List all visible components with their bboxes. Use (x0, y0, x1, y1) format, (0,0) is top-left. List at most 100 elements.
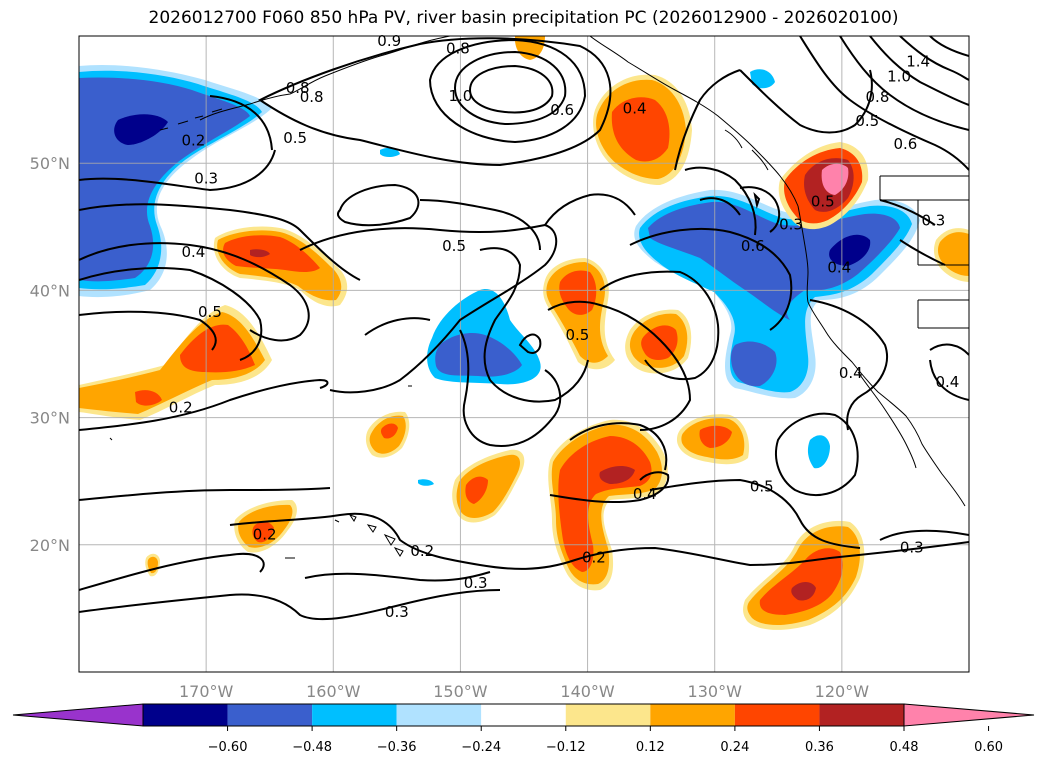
colorbar-segment (143, 704, 228, 726)
colorbar-tick-label: 0.48 (890, 740, 919, 755)
colorbar-tick-label: −0.48 (292, 740, 332, 755)
pv-contour-24 (929, 343, 969, 401)
pv-contour-11 (299, 223, 558, 394)
colorbar-tick-label: 0.60 (974, 740, 1003, 755)
pv-contour-9 (79, 310, 217, 351)
pv-contour-12 (364, 199, 541, 336)
contour-label: 0.5 (442, 237, 466, 255)
shade-pos-c1-036 (559, 270, 597, 315)
pv-contour-4 (258, 37, 612, 167)
colorbar-outline (142, 703, 905, 727)
map-title: 2026012700 F060 850 hPa PV, river basin … (148, 8, 899, 28)
contour-label: 0.8 (866, 88, 890, 106)
pv-contour-31 (549, 471, 670, 504)
lon-tick-label: 170°W (179, 682, 234, 701)
pv-contour-26 (79, 487, 331, 501)
contour-label: 0.3 (900, 538, 924, 556)
pv-contour-6 (79, 203, 361, 281)
coast-hawaii (348, 514, 404, 557)
coast-west-us (797, 205, 966, 507)
contour-label: 0.2 (181, 131, 205, 149)
shade-pos-s1-036 (252, 521, 274, 543)
colorbar-tick-label: −0.36 (377, 740, 417, 755)
axis-tick-labels: 170°W 160°W 150°W 140°W 130°W 120°W 50°N 40°N 30… (30, 154, 870, 701)
lon-tick-label: 130°W (688, 682, 743, 701)
contour-label: 0.5 (198, 303, 222, 321)
lon-tick-label: 160°W (306, 682, 361, 701)
contour-label: 0.5 (565, 326, 589, 344)
pv-contour-37 (839, 36, 969, 131)
contour-label: 0.5 (855, 112, 879, 130)
pv-contour-21 (753, 191, 761, 209)
shade-pos-w-036 (223, 235, 320, 272)
lon-tick-label: 140°W (560, 682, 615, 701)
pv-contour-20 (739, 186, 781, 233)
contour-label: 0.6 (741, 237, 765, 255)
pv-contour-30 (304, 571, 491, 582)
pv-contour-14 (459, 329, 562, 447)
contour-label: 0.2 (253, 526, 277, 544)
colorbar-segment (396, 704, 482, 726)
contour-label: 0.3 (464, 574, 488, 592)
contour-label: 1.4 (906, 52, 930, 70)
shade-pos-c2-036 (641, 325, 678, 360)
lon-tick-label: 120°W (815, 682, 870, 701)
pv-contour-10 (336, 183, 420, 227)
contour-label: 1.0 (448, 87, 472, 105)
colorbar-segment (819, 704, 904, 726)
contour-label: 0.9 (377, 32, 401, 50)
pv-contour-25 (79, 378, 329, 431)
lat-tick-label: 20°N (30, 536, 70, 555)
colorbar-extend-low (12, 703, 144, 727)
shade-neg-small1 (750, 69, 775, 89)
colorbar-segment (227, 704, 313, 726)
pv-contour-23 (809, 299, 888, 431)
colorbar-tick-label: 0.12 (636, 740, 665, 755)
contour-labels: 0.80.91.00.60.80.80.50.20.30.40.50.50.20… (169, 32, 960, 621)
contour-label: 0.4 (839, 364, 863, 382)
contour-label: 0.3 (921, 211, 945, 229)
contour-label: 1.0 (887, 68, 911, 86)
shade-pos-sw-036b (135, 390, 162, 406)
coast-bc-islands (724, 129, 769, 171)
colorbar-segment (734, 704, 820, 726)
coast-alaska (199, 36, 451, 121)
pv-contour-40 (929, 36, 969, 57)
pv-contours (79, 36, 969, 621)
contour-label: 0.5 (283, 129, 307, 147)
pv-contour-38 (869, 36, 969, 106)
contour-label: 0.4 (181, 243, 205, 261)
shade-pos-se2-048 (791, 582, 816, 601)
shade-pos-sw-036 (180, 324, 255, 373)
precip-shading (79, 36, 969, 630)
shade-pos-mid-048 (599, 466, 635, 484)
pv-contour-29 (79, 589, 501, 621)
pv-contour-42 (674, 69, 741, 171)
pv-contour-43 (544, 193, 636, 226)
contour-label: 0.5 (811, 192, 835, 210)
coast-small-isl (109, 385, 412, 559)
pv-contour-3 (428, 38, 587, 144)
colorbar-extend-high (903, 703, 1035, 727)
pv-contour-5 (79, 95, 276, 192)
colorbar-segment (312, 704, 397, 726)
colorbar-tick-label: −0.12 (546, 740, 586, 755)
shade-pos-c4-036 (465, 476, 488, 504)
contour-label: 0.8 (300, 88, 324, 106)
lat-tick-label: 30°N (30, 409, 70, 428)
contour-label: 0.4 (633, 485, 657, 503)
contour-label: 0.5 (750, 477, 774, 495)
pv-contour-13 (479, 247, 589, 403)
pv-contour-36 (799, 36, 969, 171)
shade-neg-small4 (418, 479, 434, 486)
pv-contour-22 (775, 412, 859, 496)
pv-contour-32 (569, 422, 668, 471)
contour-label: 0.6 (550, 101, 574, 119)
coast-aleutians (159, 108, 223, 131)
contour-label: 0.4 (935, 373, 959, 391)
colorbar: −0.60 −0.48 −0.36 −0.24 −0.12 0.12 0.24 0.36 0.4… (12, 703, 1035, 755)
pv-contour-33 (649, 478, 861, 549)
pv-contour-8 (79, 267, 263, 361)
colorbar-tick-label: 0.36 (805, 740, 834, 755)
pv-contour-35 (739, 69, 873, 134)
